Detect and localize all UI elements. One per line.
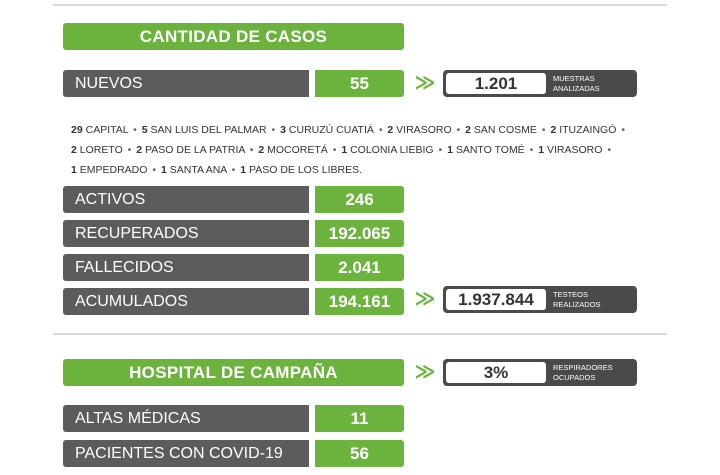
activos-value: 246 [315, 186, 404, 213]
double-arrow-icon: ≫ [414, 361, 436, 383]
testeos-box: 1.937.844 TESTEOS REALIZADOS [443, 286, 637, 313]
fallecidos-label: FALLECIDOS [63, 254, 309, 281]
city-count: 29 [71, 124, 83, 136]
top-divider [53, 4, 667, 6]
city-count: 2 [136, 144, 143, 156]
city-item: 2 PASO DE LA PATRIA [136, 144, 245, 156]
city-name: EMPEDRADO [76, 164, 148, 176]
city-name: PASO DE LA PATRIA [142, 144, 245, 156]
bullet-separator: • [231, 164, 236, 176]
bullet-separator: • [438, 144, 443, 156]
city-item: 1 VIRASORO [538, 144, 602, 156]
city-item: 1 COLONIA LIEBIG [341, 144, 433, 156]
section-divider [53, 333, 667, 335]
city-name: PASO DE LOS LIBRES. [246, 164, 363, 176]
city-item: 2 SAN COSME [465, 124, 537, 136]
bullet-separator: • [541, 124, 546, 136]
city-name: SAN COSME [471, 124, 537, 136]
fallecidos-value: 2.041 [315, 254, 404, 281]
bullet-separator: • [607, 144, 612, 156]
city-item: 2 LORETO [71, 144, 123, 156]
nuevos-value: 55 [315, 70, 404, 97]
city-name: SANTA ANA [166, 164, 227, 176]
city-name: COLONIA LIEBIG [347, 144, 434, 156]
nuevos-row: NUEVOS 55 [63, 70, 404, 97]
bullet-separator: • [456, 124, 461, 136]
city-item: 1 SANTA ANA [161, 164, 227, 176]
city-name: SAN LUIS DEL PALMAR [147, 124, 267, 136]
city-item: 1 EMPEDRADO [71, 164, 147, 176]
testeos-caption: TESTEOS REALIZADOS [553, 290, 601, 309]
city-name: CURUZÚ CUATIÁ [286, 124, 374, 136]
recuperados-label: RECUPERADOS [63, 220, 309, 247]
city-name: MOCORETÁ [264, 144, 328, 156]
city-item: 2 MOCORETÁ [258, 144, 327, 156]
city-name: ITUZAINGÓ [556, 124, 617, 136]
pacientes-label: PACIENTES CON COVID-19 [63, 440, 309, 467]
respiradores-caption: RESPIRADORES OCUPADOS [553, 363, 613, 382]
altas-label: ALTAS MÉDICAS [63, 405, 309, 432]
city-item: 1 PASO DE LOS LIBRES. [240, 164, 362, 176]
city-item: 3 CURUZÚ CUATIÁ [280, 124, 374, 136]
double-arrow-icon: ≫ [414, 72, 436, 94]
bullet-separator: • [152, 164, 157, 176]
city-count: 1 [71, 164, 77, 176]
double-arrow-icon: ≫ [414, 288, 436, 310]
respiradores-value: 3% [446, 362, 546, 383]
city-name: SANTO TOMÉ [452, 144, 525, 156]
city-item: 2 ITUZAINGÓ [550, 124, 616, 136]
city-count: 2 [550, 124, 557, 136]
activos-row: ACTIVOS 246 [63, 186, 404, 213]
testeos-value: 1.937.844 [446, 289, 546, 310]
muestras-caption: MUESTRAS ANALIZADAS [553, 74, 600, 93]
pacientes-value: 56 [315, 440, 404, 467]
city-count: 2 [258, 144, 265, 156]
bullet-separator: • [332, 144, 337, 156]
altas-row: ALTAS MÉDICAS 11 [63, 405, 404, 432]
city-name: CAPITAL [82, 124, 129, 136]
city-count: 5 [141, 124, 148, 136]
bullet-separator: • [621, 124, 626, 136]
city-name: VIRASORO [544, 144, 603, 156]
bullet-separator: • [249, 144, 254, 156]
city-item: 1 SANTO TOMÉ [447, 144, 525, 156]
city-item: 2 VIRASORO [387, 124, 451, 136]
city-count: 1 [538, 144, 545, 156]
altas-value: 11 [315, 405, 404, 432]
cities-list: 29 CAPITAL • 5 SAN LUIS DEL PALMAR • 3 C… [71, 120, 631, 180]
city-item: 5 SAN LUIS DEL PALMAR [142, 124, 267, 136]
acumulados-value: 194.161 [315, 288, 404, 315]
muestras-box: 1.201 MUESTRAS ANALIZADAS [443, 70, 637, 97]
fallecidos-row: FALLECIDOS 2.041 [63, 254, 404, 281]
recuperados-value: 192.065 [315, 220, 404, 247]
bullet-separator: • [529, 144, 534, 156]
city-count: 1 [240, 164, 247, 176]
city-count: 2 [71, 144, 77, 156]
respiradores-box: 3% RESPIRADORES OCUPADOS [443, 359, 637, 386]
city-name: LORETO [76, 144, 123, 156]
city-count: 2 [465, 124, 471, 136]
bullet-separator: • [378, 124, 383, 136]
city-count: 2 [387, 124, 394, 136]
acumulados-row: ACUMULADOS 194.161 [63, 288, 404, 315]
muestras-value: 1.201 [446, 73, 546, 94]
city-name: VIRASORO [393, 124, 452, 136]
city-count: 1 [160, 164, 167, 176]
bullet-separator: • [271, 124, 276, 136]
city-count: 3 [280, 124, 286, 136]
pacientes-row: PACIENTES CON COVID-19 56 [63, 440, 404, 467]
bullet-separator: • [127, 144, 132, 156]
nuevos-label: NUEVOS [63, 70, 309, 97]
city-count: 1 [447, 144, 453, 156]
recuperados-row: RECUPERADOS 192.065 [63, 220, 404, 247]
acumulados-label: ACUMULADOS [63, 288, 309, 315]
hospital-section-title: HOSPITAL DE CAMPAÑA [63, 359, 404, 386]
city-item: 29 CAPITAL [71, 124, 128, 136]
bullet-separator: • [133, 124, 137, 136]
cases-section-title: CANTIDAD DE CASOS [63, 23, 404, 50]
city-count: 1 [341, 144, 348, 156]
activos-label: ACTIVOS [63, 186, 309, 213]
